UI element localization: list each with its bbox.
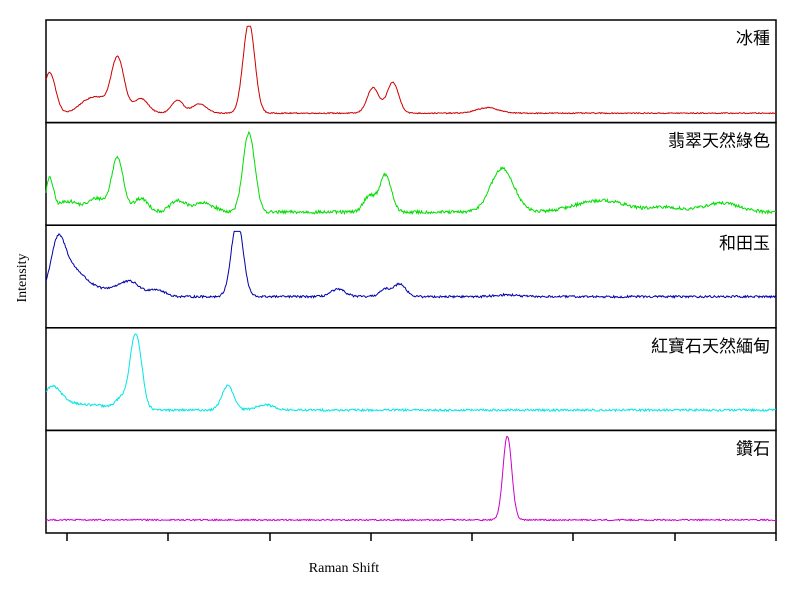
panel-2: 翡翠天然綠色: [45, 121, 777, 226]
panel-label: 冰種: [736, 29, 770, 49]
panel-3: 和田玉: [45, 224, 777, 329]
spectrum-line: [45, 230, 777, 299]
panel-frame: [45, 121, 777, 226]
spectrum-line: [45, 333, 777, 413]
panel-label: 紅寶石天然緬甸: [651, 336, 770, 357]
y-axis-title: Intensity: [15, 254, 30, 303]
spectrum-line: [45, 436, 777, 522]
panel-5: 鑽石: [45, 429, 777, 534]
panel-4: 紅寶石天然緬甸: [45, 327, 777, 432]
panel-frame: [45, 224, 777, 329]
panel-frame: [45, 429, 777, 534]
panel-1: 冰種: [45, 19, 777, 124]
panel-frame: [45, 19, 777, 124]
panel-label: 和田玉: [719, 234, 770, 254]
panel-label: 鑽石: [736, 439, 770, 459]
spectrum-line: [45, 131, 777, 216]
x-axis-title: Raman Shift: [309, 561, 379, 576]
x-axis-ticks: [66, 533, 777, 541]
spectrum-line: [45, 25, 777, 115]
panel-label: 翡翠天然綠色: [668, 132, 770, 152]
